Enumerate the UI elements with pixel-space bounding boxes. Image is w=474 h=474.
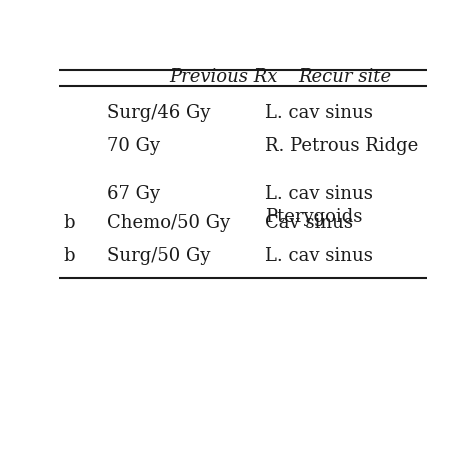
Text: b: b bbox=[64, 214, 75, 232]
Text: Recur site: Recur site bbox=[298, 68, 391, 86]
Text: L. cav sinus: L. cav sinus bbox=[265, 104, 373, 122]
Text: Chemo/50 Gy: Chemo/50 Gy bbox=[107, 214, 230, 232]
Text: b: b bbox=[64, 247, 75, 265]
Text: 70 Gy: 70 Gy bbox=[107, 137, 160, 155]
Text: Pterygoids: Pterygoids bbox=[265, 209, 362, 227]
Text: 67 Gy: 67 Gy bbox=[107, 185, 160, 203]
Text: Cav sinus: Cav sinus bbox=[265, 214, 353, 232]
Text: L. cav sinus: L. cav sinus bbox=[265, 247, 373, 265]
Text: Surg/50 Gy: Surg/50 Gy bbox=[107, 247, 210, 265]
Text: Surg/46 Gy: Surg/46 Gy bbox=[107, 104, 210, 122]
Text: R. Petrous Ridge: R. Petrous Ridge bbox=[265, 137, 418, 155]
Text: L. cav sinus: L. cav sinus bbox=[265, 185, 373, 203]
Text: Previous Rx: Previous Rx bbox=[169, 68, 278, 86]
